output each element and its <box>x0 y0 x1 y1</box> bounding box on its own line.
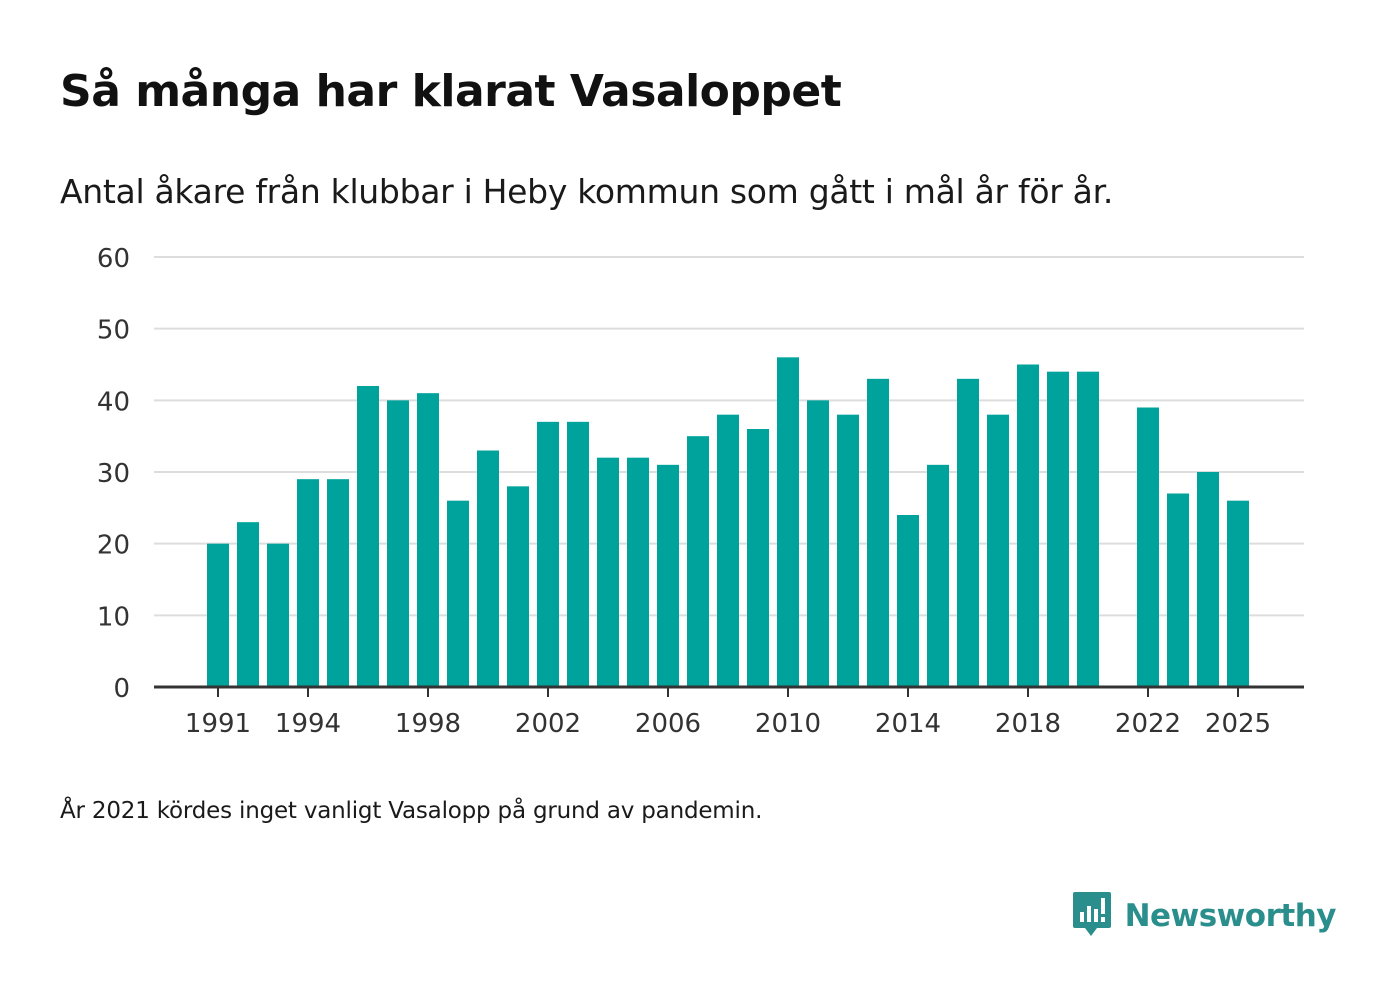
bar-1998 <box>417 393 439 687</box>
bar-2025 <box>1227 500 1249 687</box>
bar-1991 <box>207 543 229 687</box>
bar-1992 <box>237 522 259 687</box>
bar-1999 <box>447 500 469 687</box>
bar-1996 <box>357 386 379 687</box>
bar-2006 <box>657 464 679 687</box>
bar-2005 <box>627 457 649 687</box>
bar-1997 <box>387 400 409 687</box>
bar-2004 <box>597 457 619 687</box>
bar-2001 <box>507 486 529 687</box>
bar-1995 <box>327 479 349 687</box>
bar-2014 <box>897 515 919 687</box>
x-tick-label: 2010 <box>755 709 821 739</box>
chart-title: Så många har klarat Vasaloppet <box>60 66 842 117</box>
x-tick-label: 1998 <box>395 709 461 739</box>
bars <box>207 357 1249 687</box>
bar-2008 <box>717 414 739 687</box>
x-tick-label: 2022 <box>1115 709 1181 739</box>
bar-2020 <box>1077 371 1099 687</box>
bar-2012 <box>837 414 859 687</box>
bar-2003 <box>567 421 589 687</box>
x-tick-label: 2014 <box>875 709 941 739</box>
y-tick-label: 30 <box>97 459 130 489</box>
bar-1994 <box>297 479 319 687</box>
bar-2023 <box>1167 493 1189 687</box>
bar-2009 <box>747 429 769 687</box>
bar-2000 <box>477 450 499 687</box>
footnote: År 2021 kördes inget vanligt Vasalopp på… <box>60 798 763 824</box>
bar-2013 <box>867 378 889 687</box>
brand-logo: Newsworthy <box>1071 890 1337 942</box>
x-axis-ticks: 1991 1994 1998 2002 2006 2010 2014 2018 2022 2025 <box>185 687 1271 739</box>
bar-2017 <box>987 414 1009 687</box>
bar-2007 <box>687 436 709 687</box>
y-tick-label: 60 <box>97 244 130 274</box>
bar-2022 <box>1137 407 1159 687</box>
chart-subtitle: Antal åkare från klubbar i Heby kommun s… <box>60 172 1114 211</box>
brand-name: Newsworthy <box>1124 898 1337 934</box>
bar-1993 <box>267 543 289 687</box>
y-tick-label: 40 <box>97 387 130 417</box>
newsworthy-logo-icon <box>1071 890 1113 942</box>
bar-2019 <box>1047 371 1069 687</box>
y-tick-label: 0 <box>113 674 130 704</box>
y-tick-label: 10 <box>97 602 130 632</box>
bar-2024 <box>1197 472 1219 687</box>
bar-chart: 0 10 20 30 40 50 60 1991 1994 1998 2002 2006 2010 20… <box>97 244 1304 739</box>
y-axis-ticks: 0 10 20 30 40 50 60 <box>97 244 130 704</box>
bar-2002 <box>537 421 559 687</box>
x-tick-label: 2006 <box>635 709 701 739</box>
x-tick-label: 2025 <box>1205 709 1271 739</box>
y-tick-label: 50 <box>97 316 130 346</box>
x-tick-label: 2002 <box>515 709 581 739</box>
bar-2018 <box>1017 364 1039 687</box>
bar-2010 <box>777 357 799 687</box>
bar-2011 <box>807 400 829 687</box>
bar-2016 <box>957 378 979 687</box>
x-tick-label: 1994 <box>275 709 341 739</box>
x-tick-label: 1991 <box>185 709 251 739</box>
bar-2015 <box>927 464 949 687</box>
x-tick-label: 2018 <box>995 709 1061 739</box>
y-tick-label: 20 <box>97 531 130 561</box>
